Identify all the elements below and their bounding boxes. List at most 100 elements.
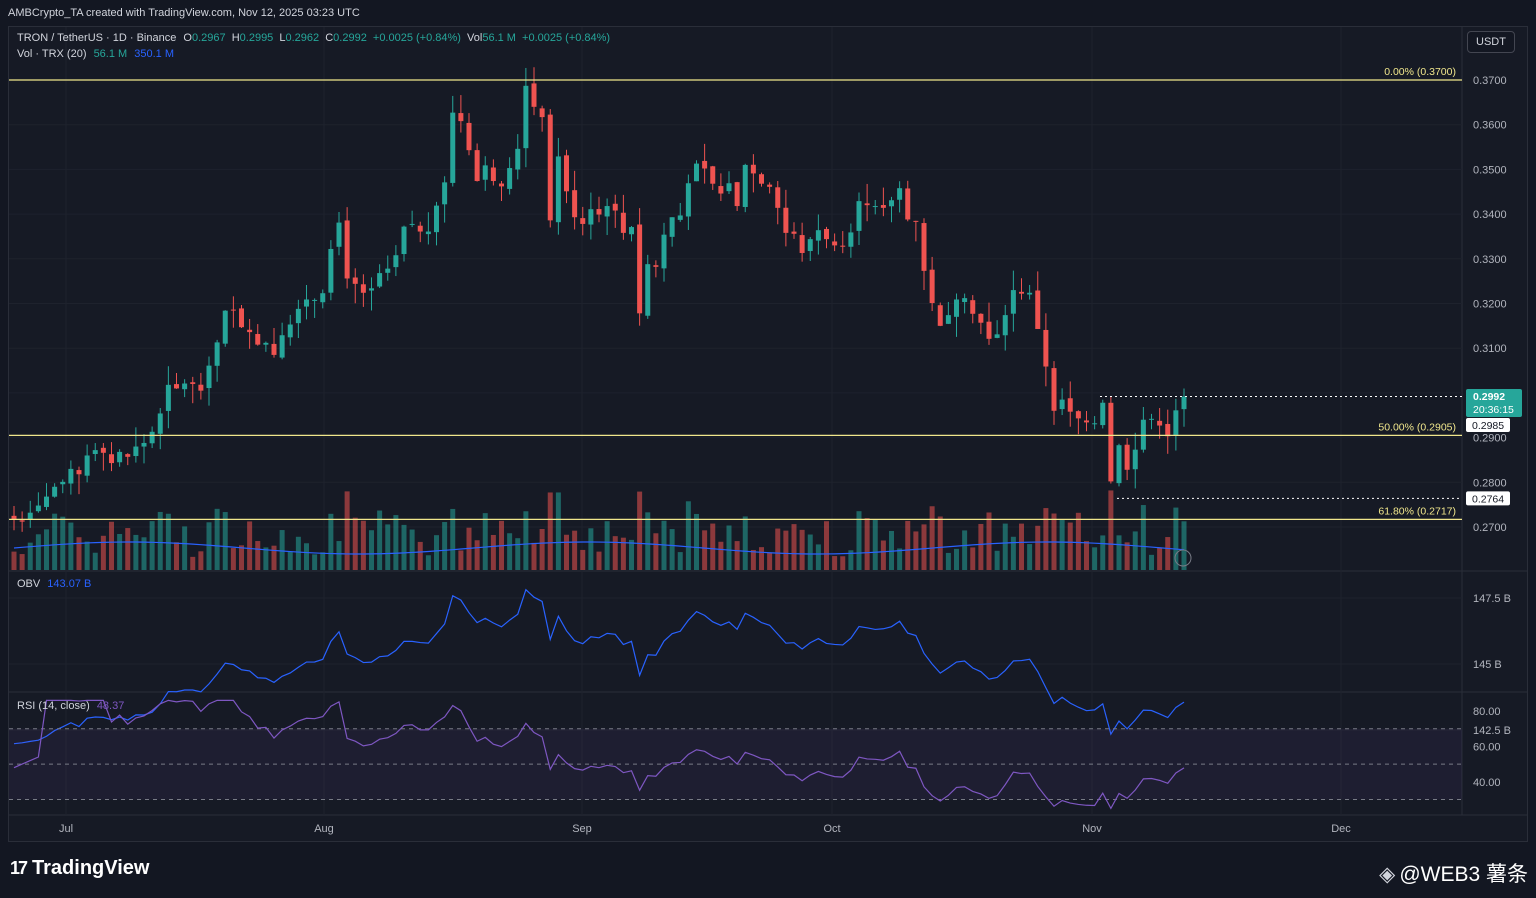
candle-body: [937, 305, 943, 326]
volume-bar: [1027, 544, 1033, 570]
candle-body: [263, 342, 269, 345]
volume-bar: [962, 530, 968, 570]
volume-bar: [190, 556, 196, 570]
volume-bar: [604, 521, 610, 570]
candle-body: [149, 431, 155, 444]
volume-bar: [125, 528, 131, 570]
candle-body: [807, 239, 813, 252]
candle-body: [564, 155, 569, 192]
volume-bar: [742, 516, 748, 570]
price-tick-label: 0.3400: [1473, 209, 1507, 221]
volume-bar: [734, 541, 740, 570]
candle-body: [230, 309, 236, 311]
candle-body: [35, 505, 41, 512]
candle-body: [287, 324, 293, 338]
volume-bar: [702, 530, 708, 570]
candle-body: [970, 300, 976, 314]
candle-body: [604, 206, 610, 217]
volume-bar: [1084, 541, 1089, 570]
candle-body: [872, 206, 878, 208]
candle-body: [109, 454, 114, 464]
candle-body: [1067, 398, 1073, 412]
candle-body: [239, 308, 244, 328]
candle-body: [44, 496, 49, 507]
volume-bar: [580, 549, 586, 570]
candle-body: [68, 468, 74, 484]
volume-bar: [515, 538, 521, 570]
currency-button[interactable]: USDT: [1467, 31, 1515, 53]
candle-body: [1149, 418, 1154, 420]
candle-body: [1010, 290, 1016, 314]
volume-bar: [352, 517, 358, 570]
candle-body: [897, 188, 903, 200]
candle-body: [1075, 411, 1081, 419]
volume-bar: [320, 552, 326, 570]
candle-body: [174, 384, 179, 389]
volume-bar: [1149, 554, 1154, 570]
candle-body: [629, 227, 634, 235]
candle-body: [1116, 445, 1122, 484]
candle-body: [620, 212, 626, 233]
open-value: 0.2967: [191, 32, 226, 44]
volume-bar: [759, 547, 764, 570]
candle-body: [572, 190, 578, 218]
volume-bar: [767, 552, 773, 570]
chart-frame[interactable]: 0.3700 0.3600 0.3500 0.3400 0.3300 0.3200 0.31…: [8, 26, 1528, 842]
candle-body: [117, 451, 123, 463]
candle-body: [1157, 420, 1163, 426]
candle-body: [523, 85, 529, 149]
volume-bar: [637, 491, 643, 570]
volume-bar: [76, 537, 82, 570]
candle-body: [214, 342, 220, 366]
candle-body: [978, 313, 984, 323]
volume-bar: [750, 549, 756, 570]
tradingview-logo[interactable]: 17 TradingView: [10, 857, 149, 880]
candle-body: [352, 277, 358, 284]
candle-body: [913, 220, 919, 222]
candle-body: [165, 384, 171, 411]
candle-body: [824, 228, 829, 240]
volume-ma-line: [13, 541, 1185, 555]
price-chart[interactable]: 0.3700 0.3600 0.3500 0.3400 0.3300 0.3200 0.31…: [9, 27, 1527, 841]
candle-body: [1059, 399, 1065, 410]
candle-body: [685, 183, 691, 217]
footer: [0, 842, 1536, 898]
volume-bar: [393, 515, 399, 570]
candle-body: [336, 222, 342, 247]
volume-bar: [409, 529, 415, 570]
volume-bar: [547, 492, 553, 570]
fib-level-label: 50.00% (0.2905): [1378, 421, 1456, 433]
candle-body: [344, 220, 350, 279]
candle-body: [507, 168, 513, 189]
volume-bar: [669, 529, 675, 570]
candle-body: [11, 515, 17, 519]
volume-bar: [328, 513, 334, 570]
volume-bar: [1002, 523, 1008, 570]
volume-bar: [539, 528, 545, 570]
rsi-legend: RSI (14, close) 48.37: [17, 700, 124, 712]
volume-bar: [417, 541, 423, 570]
volume-bar: [531, 542, 537, 570]
obv-tick-label: 145 B: [1473, 659, 1502, 671]
time-tick-label: Oct: [823, 823, 840, 835]
candle-body: [612, 203, 618, 211]
volume-bar: [1092, 547, 1098, 570]
volume-bar: [612, 536, 618, 570]
candle-body: [864, 203, 870, 206]
volume-bar: [1116, 535, 1122, 570]
time-tick-label: Sep: [572, 823, 592, 835]
price-tick-label: 0.3100: [1473, 343, 1507, 355]
candle-body: [312, 299, 318, 301]
volume-bar: [889, 530, 894, 570]
volume-bar: [434, 535, 439, 570]
volume-bar: [872, 519, 878, 570]
candle-body: [750, 164, 756, 174]
prev-close-tag: [1466, 418, 1510, 432]
vol-value: 56.1 M: [482, 32, 516, 44]
volume-bar: [385, 524, 391, 570]
volume-bar: [954, 548, 959, 570]
candle-body: [1124, 444, 1130, 470]
candle-body: [1132, 449, 1138, 470]
volume-bar: [645, 512, 651, 570]
candle-body: [539, 108, 545, 118]
